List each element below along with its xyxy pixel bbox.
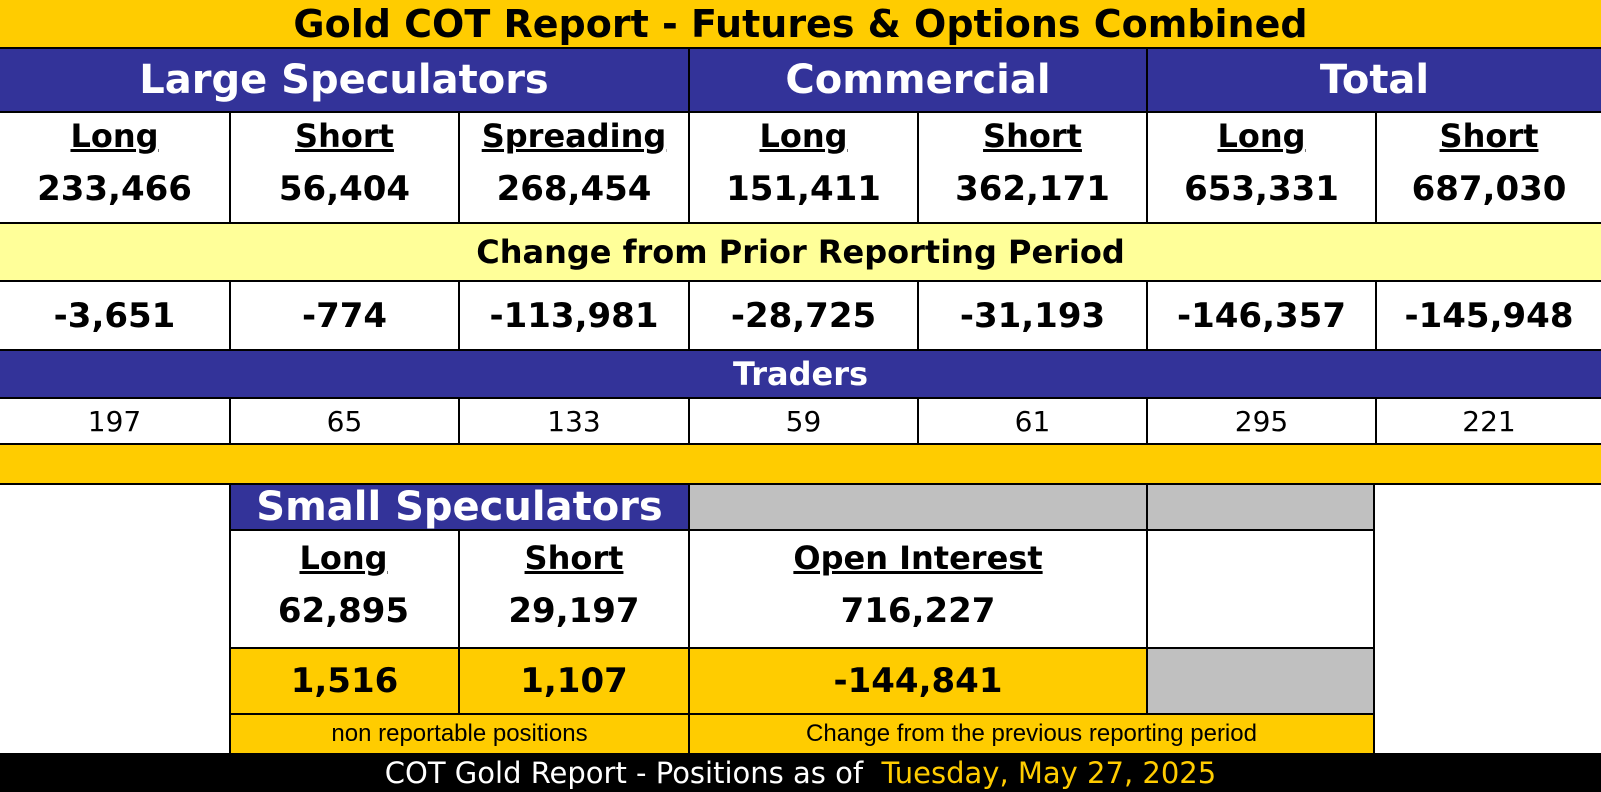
total-long-traders: 295 xyxy=(1146,399,1375,443)
commercial-short-cell: Short 362,171 xyxy=(917,113,1146,222)
commercial-short-change: -31,193 xyxy=(917,282,1146,349)
total-short-change: -145,948 xyxy=(1375,282,1601,349)
total-long-cell: Long 653,331 xyxy=(1146,113,1375,222)
large-short-change: -774 xyxy=(229,282,458,349)
group-total: Total xyxy=(1146,49,1601,111)
group-large-speculators: Large Speculators xyxy=(139,57,549,103)
large-short-label: Short xyxy=(295,117,394,155)
large-long-value: 233,466 xyxy=(37,169,192,209)
total-short-label: Short xyxy=(1439,117,1539,155)
open-interest-cell: Open Interest 716,227 xyxy=(688,531,1146,647)
large-long-label: Long xyxy=(70,117,159,155)
large-long-cell: Long 233,466 xyxy=(0,113,229,222)
large-spreading-cell: Spreading 268,454 xyxy=(458,113,688,222)
note-change-previous: Change from the previous reporting perio… xyxy=(688,715,1375,753)
large-spreading-label: Spreading xyxy=(481,117,667,155)
large-short-cell: Short 56,404 xyxy=(229,113,458,222)
footer-date: Tuesday, May 27, 2025 xyxy=(881,755,1217,790)
footer-prefix: COT Gold Report - Positions as of xyxy=(384,755,864,790)
small-long-change: 1,516 xyxy=(229,647,458,715)
small-long-cell: Long 62,895 xyxy=(229,531,458,647)
large-short-value: 56,404 xyxy=(278,169,411,209)
small-short-label: Short xyxy=(524,539,624,577)
total-short-cell: Short 687,030 xyxy=(1375,113,1601,222)
small-short-cell: Short 29,197 xyxy=(458,531,688,647)
total-long-value: 653,331 xyxy=(1184,169,1339,209)
commercial-short-traders: 61 xyxy=(917,399,1146,443)
open-interest-label: Open Interest xyxy=(793,539,1043,577)
gray-box-top-right xyxy=(1146,485,1375,529)
note-non-reportable: non reportable positions xyxy=(229,715,688,753)
empty-cell xyxy=(1146,531,1375,647)
gray-box-bottom-right xyxy=(1146,647,1375,715)
report-title: Gold COT Report - Futures & Options Comb… xyxy=(0,0,1601,47)
group-commercial: Commercial xyxy=(688,49,1146,111)
footer-bar: COT Gold Report - Positions as of Tuesda… xyxy=(0,753,1601,792)
commercial-long-label: Long xyxy=(759,117,848,155)
gold-separator xyxy=(0,443,1601,485)
gray-box-top xyxy=(688,485,1146,529)
large-long-change: -3,651 xyxy=(53,295,176,336)
small-short-value: 29,197 xyxy=(508,591,640,631)
large-spreading-change: -113,981 xyxy=(458,282,688,349)
commercial-long-cell: Long 151,411 xyxy=(688,113,917,222)
total-long-label: Long xyxy=(1217,117,1306,155)
total-short-value: 687,030 xyxy=(1411,169,1567,209)
commercial-long-value: 151,411 xyxy=(726,169,881,209)
commercial-short-value: 362,171 xyxy=(955,169,1110,209)
traders-heading: Traders xyxy=(0,349,1601,399)
open-interest-value: 716,227 xyxy=(840,591,996,631)
group-header-row xyxy=(0,47,1601,113)
change-heading: Change from Prior Reporting Period xyxy=(0,222,1601,282)
commercial-long-traders: 59 xyxy=(688,399,917,443)
small-speculators-title: Small Speculators xyxy=(229,484,688,530)
small-values-row xyxy=(229,529,1375,647)
small-short-change: 1,107 xyxy=(458,647,688,715)
open-interest-change: -144,841 xyxy=(688,647,1146,715)
large-spreading-value: 268,454 xyxy=(496,169,652,209)
total-long-change: -146,357 xyxy=(1146,282,1375,349)
total-short-traders: 221 xyxy=(1375,399,1601,443)
commercial-long-change: -28,725 xyxy=(688,282,917,349)
small-long-value: 62,895 xyxy=(277,591,410,631)
small-long-label: Long xyxy=(299,539,388,577)
commercial-short-label: Short xyxy=(983,117,1082,155)
large-spreading-traders: 133 xyxy=(458,399,688,443)
large-short-traders: 65 xyxy=(229,399,458,443)
large-long-traders: 197 xyxy=(87,404,142,438)
